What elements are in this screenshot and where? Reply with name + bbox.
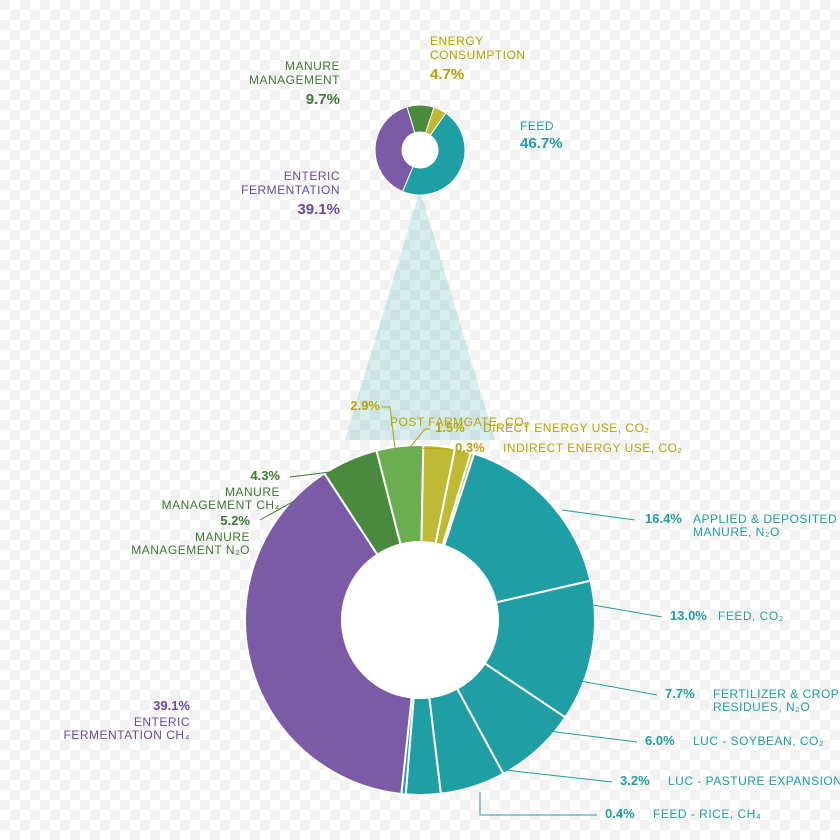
pct-energy-consumption: 4.7% [430, 66, 464, 83]
txt-direct-energy-use-co2: DIRECT ENERGY USE, CO₂ [483, 421, 650, 435]
pct-feed: 46.7% [520, 135, 563, 152]
txt-luc-soybean-co2: LUC - SOYBEAN, CO₂ [693, 734, 824, 748]
pct-manure-management-ch4: 4.3% [250, 468, 280, 483]
pct-post-farmgate-co2: 2.9% [350, 398, 380, 413]
pct-feed-rice-ch4: 0.4% [605, 806, 635, 821]
pct-manure-management-n2o: 5.2% [220, 513, 250, 528]
pct-applied-deposited-manure-n2o: 16.4% [645, 511, 682, 526]
pct-fertilizer-crop-residues-n2o: 7.7% [665, 686, 695, 701]
donut-hole [402, 132, 438, 168]
txt-luc-pasture-expansion-co2: LUC - PASTURE EXPANSION, CO₂ [668, 774, 840, 788]
txt-indirect-energy-use-co2: INDIRECT ENERGY USE, CO₂ [503, 441, 683, 455]
top-donut [375, 105, 465, 195]
label-indirect-energy-use-co2: 0.3% INDIRECT ENERGY USE, CO₂ [420, 440, 683, 455]
bottom-donut [245, 445, 595, 795]
pct-indirect-energy-use-co2: 0.3% [455, 440, 485, 455]
pct-enteric-fermentation: 39.1% [297, 201, 340, 218]
pct-manure-management: 9.7% [306, 91, 340, 108]
pct-direct-energy-use-co2: 1.5% [435, 420, 465, 435]
pct-luc-pasture-expansion-co2: 3.2% [620, 773, 650, 788]
pct-enteric-fermentation-ch4: 39.1% [153, 698, 190, 713]
pct-feed-co2: 13.0% [670, 608, 707, 623]
svg-text:FEED: FEED [520, 119, 554, 133]
pct-luc-soybean-co2: 6.0% [645, 733, 675, 748]
emissions-infographic: FEED46.7%ENTERICFERMENTATION39.1%MANUREM… [0, 0, 840, 840]
txt-feed-rice-ch4: FEED - RICE, CH₄ [653, 807, 761, 821]
txt-feed-co2: FEED, CO₂ [718, 609, 784, 623]
donut-hole [342, 542, 498, 698]
